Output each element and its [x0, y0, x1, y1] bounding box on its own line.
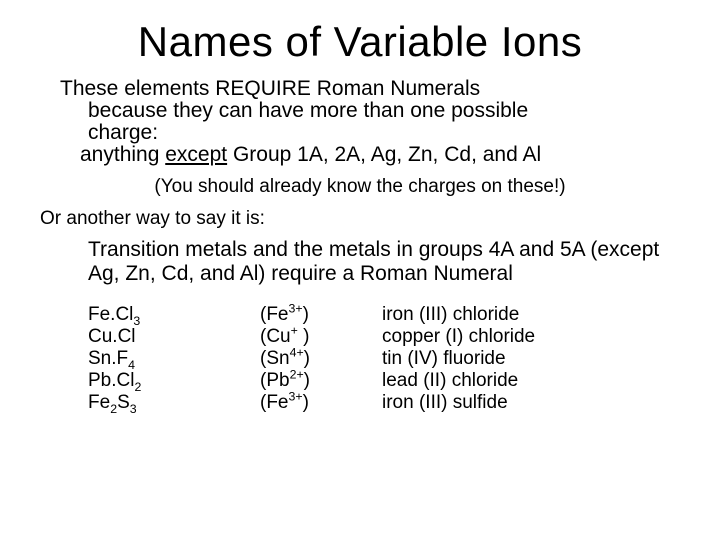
example-ion: (Pb2+) — [260, 370, 370, 392]
example-name: copper (I) chloride — [382, 326, 680, 348]
example-formula: Cu.Cl — [88, 326, 248, 348]
example-name: iron (III) sulfide — [382, 392, 680, 414]
example-formula: Fe2S3 — [88, 392, 248, 414]
example-ion: (Fe3+) — [260, 304, 370, 326]
example-formula: Pb.Cl2 — [88, 370, 248, 392]
intro-line3: anything except Group 1A, 2A, Ag, Zn, Cd… — [60, 144, 680, 166]
example-formula: Sn.F4 — [88, 348, 248, 370]
slide: Names of Variable Ions These elements RE… — [0, 0, 720, 540]
intro-line2a: because they can have more than one poss… — [60, 100, 680, 122]
intro-line1: These elements REQUIRE Roman Numerals — [60, 77, 480, 100]
rule-line: Transition metals and the metals in grou… — [40, 238, 680, 286]
example-ion: (Sn4+) — [260, 348, 370, 370]
example-name: iron (III) chloride — [382, 304, 680, 326]
or-line: Or another way to say it is: — [40, 208, 680, 230]
example-formula: Fe.Cl3 — [88, 304, 248, 326]
note-line: (You should already know the charges on … — [40, 176, 680, 198]
intro-line2b: charge: — [60, 122, 680, 144]
slide-title: Names of Variable Ions — [40, 18, 680, 66]
example-ion: (Cu+ ) — [260, 326, 370, 348]
example-name: tin (IV) fluoride — [382, 348, 680, 370]
examples-grid: Fe.Cl3 (Fe3+) iron (III) chloride Cu.Cl … — [40, 304, 680, 413]
intro-line3b: Group 1A, 2A, Ag, Zn, Cd, and Al — [227, 143, 541, 166]
intro-block: These elements REQUIRE Roman Numerals be… — [40, 78, 680, 166]
example-name: lead (II) chloride — [382, 370, 680, 392]
intro-line3a: anything — [80, 143, 165, 166]
example-ion: (Fe3+) — [260, 392, 370, 414]
intro-except: except — [165, 143, 227, 166]
